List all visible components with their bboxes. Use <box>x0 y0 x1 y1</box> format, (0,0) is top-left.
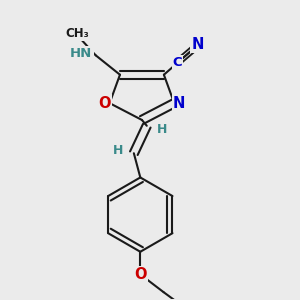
Text: N: N <box>173 96 185 111</box>
Text: H: H <box>157 122 167 136</box>
Text: O: O <box>134 267 147 282</box>
Text: CH₃: CH₃ <box>65 27 89 40</box>
Text: N: N <box>192 37 204 52</box>
Text: O: O <box>98 96 111 111</box>
Text: HN: HN <box>70 47 92 60</box>
Text: C: C <box>172 56 182 69</box>
Text: H: H <box>113 143 124 157</box>
